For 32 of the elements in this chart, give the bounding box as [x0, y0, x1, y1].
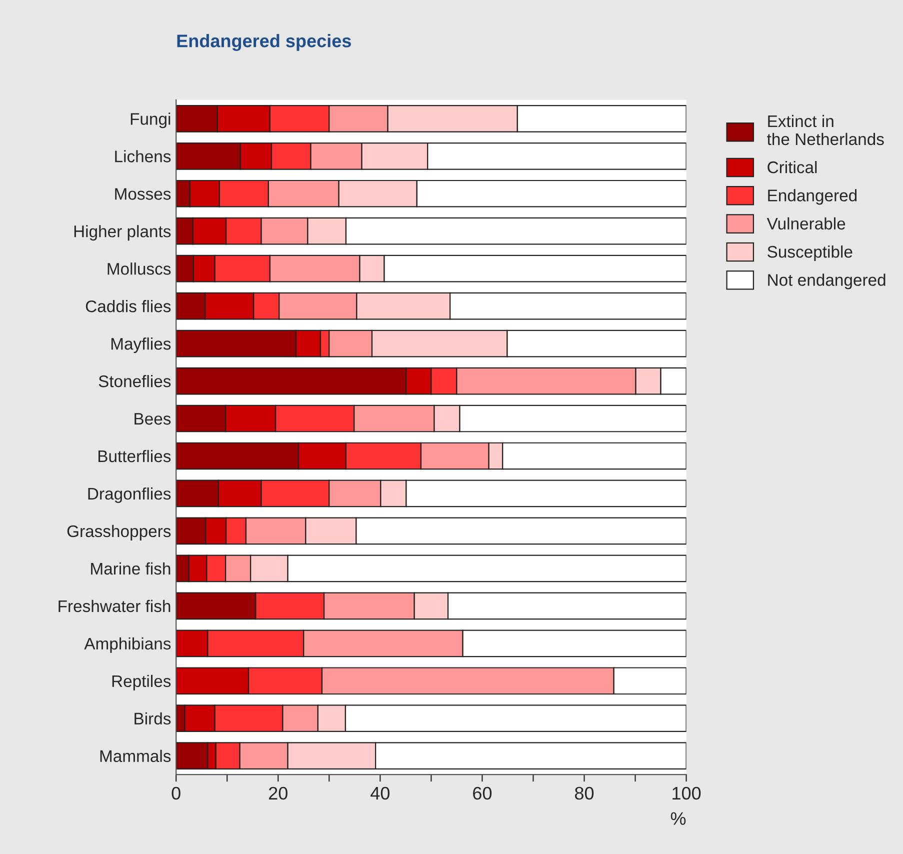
y-tick-label: Stoneflies	[98, 374, 171, 388]
y-tick-label: Grasshoppers	[67, 524, 171, 540]
legend-label: Endangered	[768, 189, 857, 205]
x-tick-label: 80	[574, 786, 594, 800]
y-tick-label: Bees	[134, 413, 171, 425]
y-tick-label: Butterflies	[98, 450, 171, 462]
y-tick-label: Mosses	[115, 188, 171, 200]
y-tick-label: Mammals	[100, 750, 171, 762]
y-tick-label: Fungi	[130, 112, 170, 128]
x-axis-title: %	[670, 812, 686, 825]
x-tick-label: 0	[172, 786, 180, 800]
y-tick-label: Mayflies	[111, 338, 171, 354]
y-tick-label: Higher plants	[74, 225, 171, 241]
legend-label: Vulnerable	[766, 217, 846, 230]
y-tick-label: Lichens	[115, 150, 171, 162]
legend-label: Not endangered	[768, 274, 886, 290]
y-tick-label: Marine fish	[91, 562, 170, 575]
y-tick-label: Molluscs	[108, 262, 171, 275]
x-tick-label: 60	[473, 786, 492, 800]
x-tick-label: 100	[672, 786, 701, 800]
y-tick-label: Dragonflies	[88, 487, 171, 503]
y-tick-label: Caddis flies	[86, 300, 171, 312]
y-tick-label: Amphibians	[84, 637, 171, 653]
y-tick-label: Freshwater fish	[58, 600, 170, 612]
x-tick-label: 40	[370, 786, 390, 800]
legend-label: Critical	[768, 160, 817, 174]
y-tick-label: Birds	[134, 712, 171, 725]
x-tick-label: 20	[268, 786, 288, 800]
chart-title: Endangered species	[177, 34, 351, 51]
y-tick-label: Reptiles	[112, 674, 171, 690]
legend-label: Susceptible	[768, 245, 852, 262]
legend-label: Extinct in the Netherlands	[767, 114, 884, 146]
